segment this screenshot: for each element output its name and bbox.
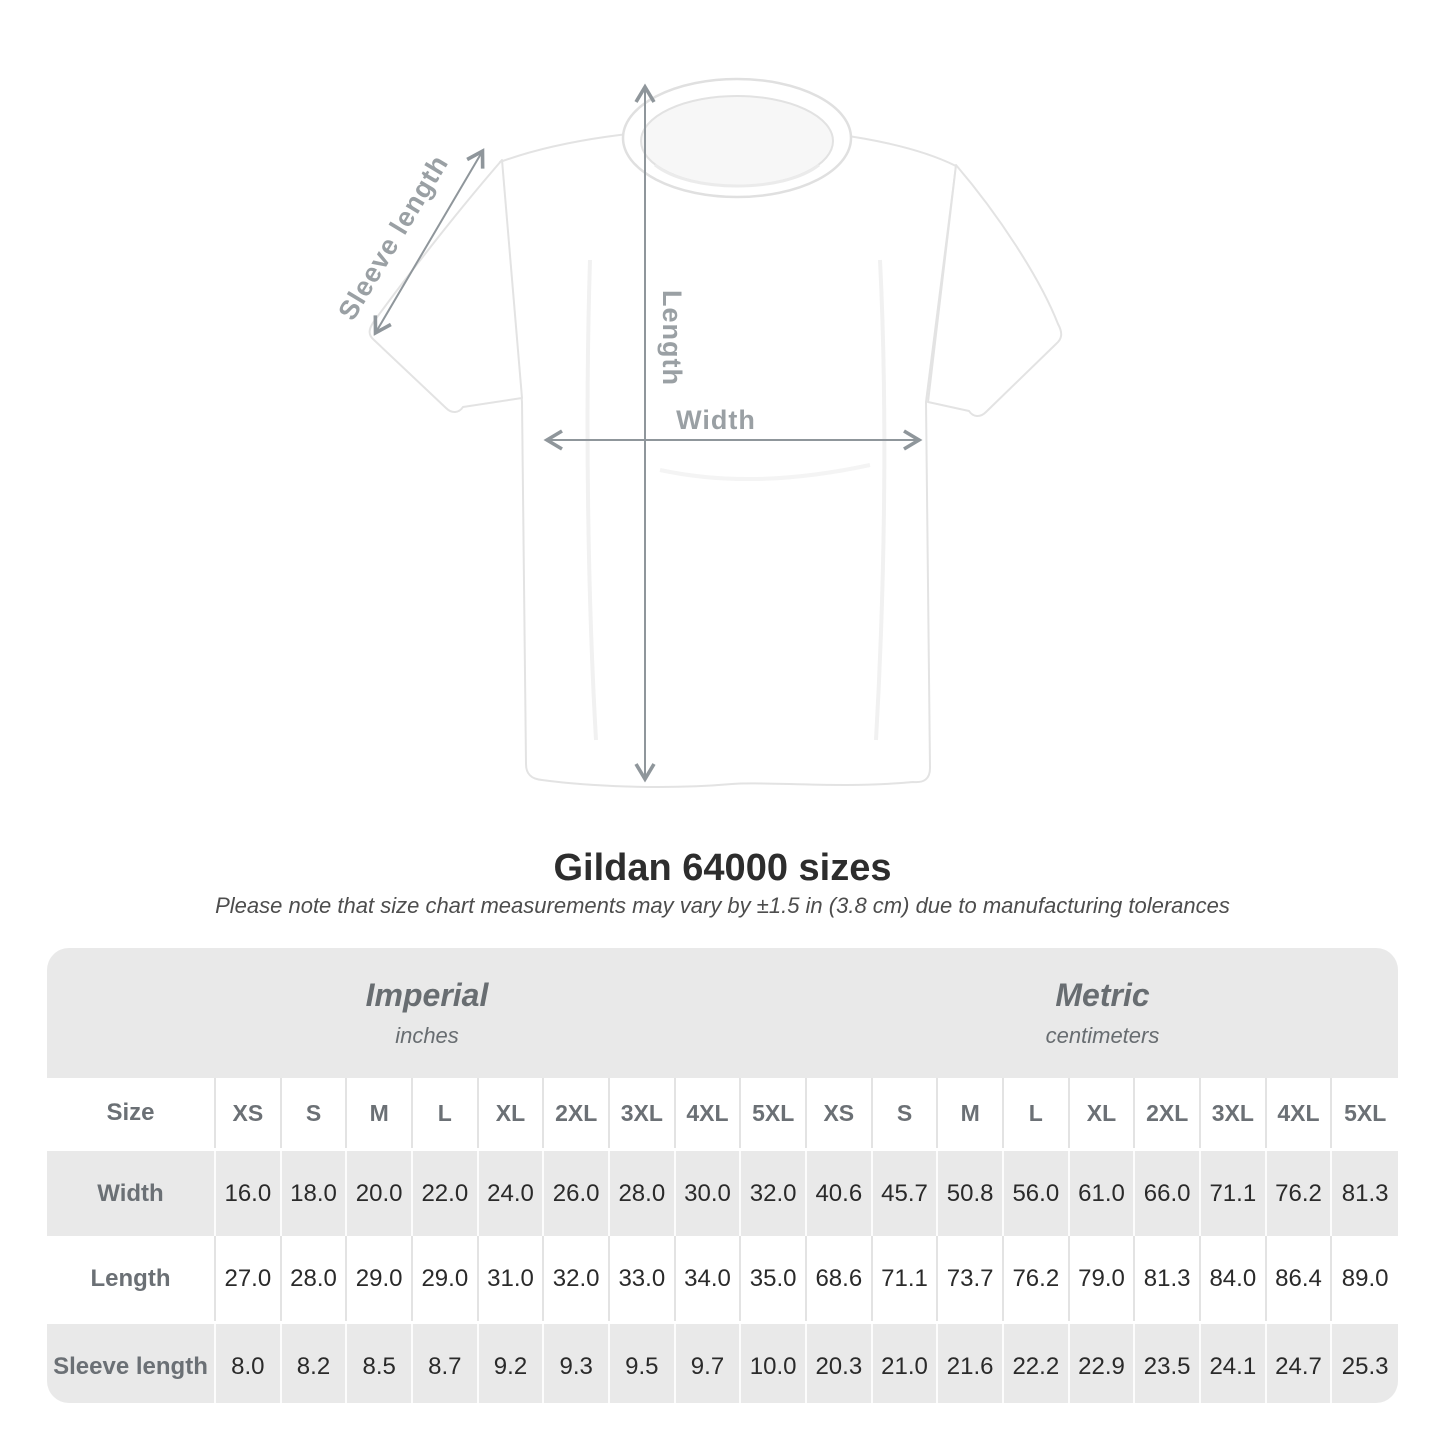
value-cell: 16.0 — [216, 1151, 282, 1236]
row-label: Length — [47, 1236, 216, 1321]
size-header-cell: 2XL — [1135, 1078, 1201, 1148]
value-cell: 20.0 — [347, 1151, 413, 1236]
value-cell: 20.3 — [807, 1324, 873, 1403]
value-cell: 40.6 — [807, 1151, 873, 1236]
value-cell: 18.0 — [282, 1151, 348, 1236]
size-header-cell: XS — [216, 1078, 282, 1148]
sleeve-length-arrow — [373, 148, 485, 336]
table-header-band: Imperial inches Metric centimeters — [47, 948, 1398, 1078]
row-label: Sleeve length — [47, 1324, 216, 1403]
tshirt-shape — [368, 77, 1063, 788]
value-cell: 21.0 — [873, 1324, 939, 1403]
value-cell: 9.7 — [676, 1324, 742, 1403]
value-cell: 84.0 — [1201, 1236, 1267, 1321]
size-header-cell: XL — [1070, 1078, 1136, 1148]
size-column-header: Size — [47, 1078, 216, 1148]
size-header-cell: 4XL — [676, 1078, 742, 1148]
value-cell: 29.0 — [413, 1236, 479, 1321]
value-cell: 9.5 — [610, 1324, 676, 1403]
value-cell: 21.6 — [938, 1324, 1004, 1403]
value-cell: 23.5 — [1135, 1324, 1201, 1403]
value-cell: 34.0 — [676, 1236, 742, 1321]
value-cell: 28.0 — [610, 1151, 676, 1236]
tshirt-diagram: Sleeve length Length Width — [332, 77, 1063, 788]
size-header-cell: 5XL — [1344, 1099, 1387, 1126]
size-header-cell: XS — [807, 1078, 873, 1148]
value-cell: 22.0 — [413, 1151, 479, 1236]
value-cell: 22.2 — [1004, 1324, 1070, 1403]
value-cell: 31.0 — [479, 1236, 545, 1321]
value-cell: 81.3 — [1341, 1179, 1389, 1207]
size-header-cell: 3XL — [1201, 1078, 1267, 1148]
value-cell: 9.2 — [479, 1324, 545, 1403]
value-cell: 73.7 — [938, 1236, 1004, 1321]
value-cell: 68.6 — [807, 1236, 873, 1321]
value-cell: 79.0 — [1070, 1236, 1136, 1321]
value-cell: 8.5 — [347, 1324, 413, 1403]
value-cell: 24.0 — [479, 1151, 545, 1236]
value-cell: 45.7 — [873, 1151, 939, 1236]
size-header-cell: M — [347, 1078, 413, 1148]
size-header-cell: S — [282, 1078, 348, 1148]
value-cell: 56.0 — [1004, 1151, 1070, 1236]
tshirt-illustration: Sleeve length Length Width — [332, 77, 1063, 788]
metric-header: Metric centimeters — [807, 948, 1398, 1078]
value-cell: 50.8 — [938, 1151, 1004, 1236]
size-header-cell: 2XL — [544, 1078, 610, 1148]
page-title: Gildan 64000 sizes — [553, 847, 892, 889]
row-label: Width — [47, 1151, 216, 1236]
metric-title: Metric — [1055, 977, 1150, 1013]
value-cell: 29.0 — [347, 1236, 413, 1321]
value-cell: 26.0 — [544, 1151, 610, 1236]
table-row: Length 27.0 28.0 29.0 29.0 31.0 32.0 33.0 34.0 35… — [47, 1236, 1398, 1321]
value-cell: 89.0 — [1341, 1264, 1389, 1292]
value-cell: 76.2 — [1004, 1236, 1070, 1321]
size-header-cell: L — [413, 1078, 479, 1148]
width-label: Width — [676, 405, 756, 435]
measurement-arrows — [373, 83, 923, 783]
size-header-cell: 5XL — [741, 1078, 807, 1148]
value-cell: 8.0 — [216, 1324, 282, 1403]
value-cell: 24.7 — [1267, 1324, 1333, 1403]
value-cell: 27.0 — [216, 1236, 282, 1321]
size-table: Imperial inches Metric centimeters Size X… — [47, 948, 1398, 1403]
value-cell: 30.0 — [676, 1151, 742, 1236]
table-row: Width 16.0 18.0 20.0 22.0 24.0 26.0 28.0 30.0 32.… — [47, 1148, 1398, 1236]
size-header-cell: L — [1004, 1078, 1070, 1148]
tolerance-note: Please note that size chart measurements… — [215, 893, 1230, 918]
value-cell: 10.0 — [741, 1324, 807, 1403]
table-rows: Size XS S M L XL 2XL 3XL 4XL 5XL XS S M L XL 2XL 3XL 4XL 5… — [47, 1078, 1398, 1403]
value-cell: 9.3 — [544, 1324, 610, 1403]
value-cell: 32.0 — [741, 1151, 807, 1236]
value-cell: 8.7 — [413, 1324, 479, 1403]
value-cell: 33.0 — [610, 1236, 676, 1321]
value-cell: 25.3 — [1341, 1352, 1389, 1380]
value-cell: 86.4 — [1267, 1236, 1333, 1321]
value-cell: 22.9 — [1070, 1324, 1136, 1403]
value-cell: 81.3 — [1135, 1236, 1201, 1321]
value-cell: 8.2 — [282, 1324, 348, 1403]
value-cell: 71.1 — [873, 1236, 939, 1321]
value-cell: 24.1 — [1201, 1324, 1267, 1403]
metric-subtitle: centimeters — [1045, 1023, 1160, 1048]
imperial-title: Imperial — [365, 977, 489, 1013]
imperial-subtitle: inches — [395, 1023, 459, 1048]
value-cell: 35.0 — [741, 1236, 807, 1321]
value-cell: 61.0 — [1070, 1151, 1136, 1236]
value-cell: 66.0 — [1135, 1151, 1201, 1236]
imperial-header: Imperial inches — [47, 948, 807, 1078]
value-cell: 71.1 — [1201, 1151, 1267, 1236]
size-header-cell: 3XL — [610, 1078, 676, 1148]
value-cell: 76.2 — [1267, 1151, 1333, 1236]
length-label: Length — [657, 290, 687, 386]
value-cell: 32.0 — [544, 1236, 610, 1321]
size-header-cell: XL — [479, 1078, 545, 1148]
table-row: Sleeve length 8.0 8.2 8.5 8.7 9.2 9.3 9.5 9.7 10.… — [47, 1321, 1398, 1403]
size-header-row: Size XS S M L XL 2XL 3XL 4XL 5XL XS S M L XL 2XL 3XL 4XL 5… — [47, 1078, 1398, 1148]
size-header-cell: 4XL — [1267, 1078, 1333, 1148]
value-cell: 28.0 — [282, 1236, 348, 1321]
size-header-cell: S — [873, 1078, 939, 1148]
size-header-cell: M — [938, 1078, 1004, 1148]
